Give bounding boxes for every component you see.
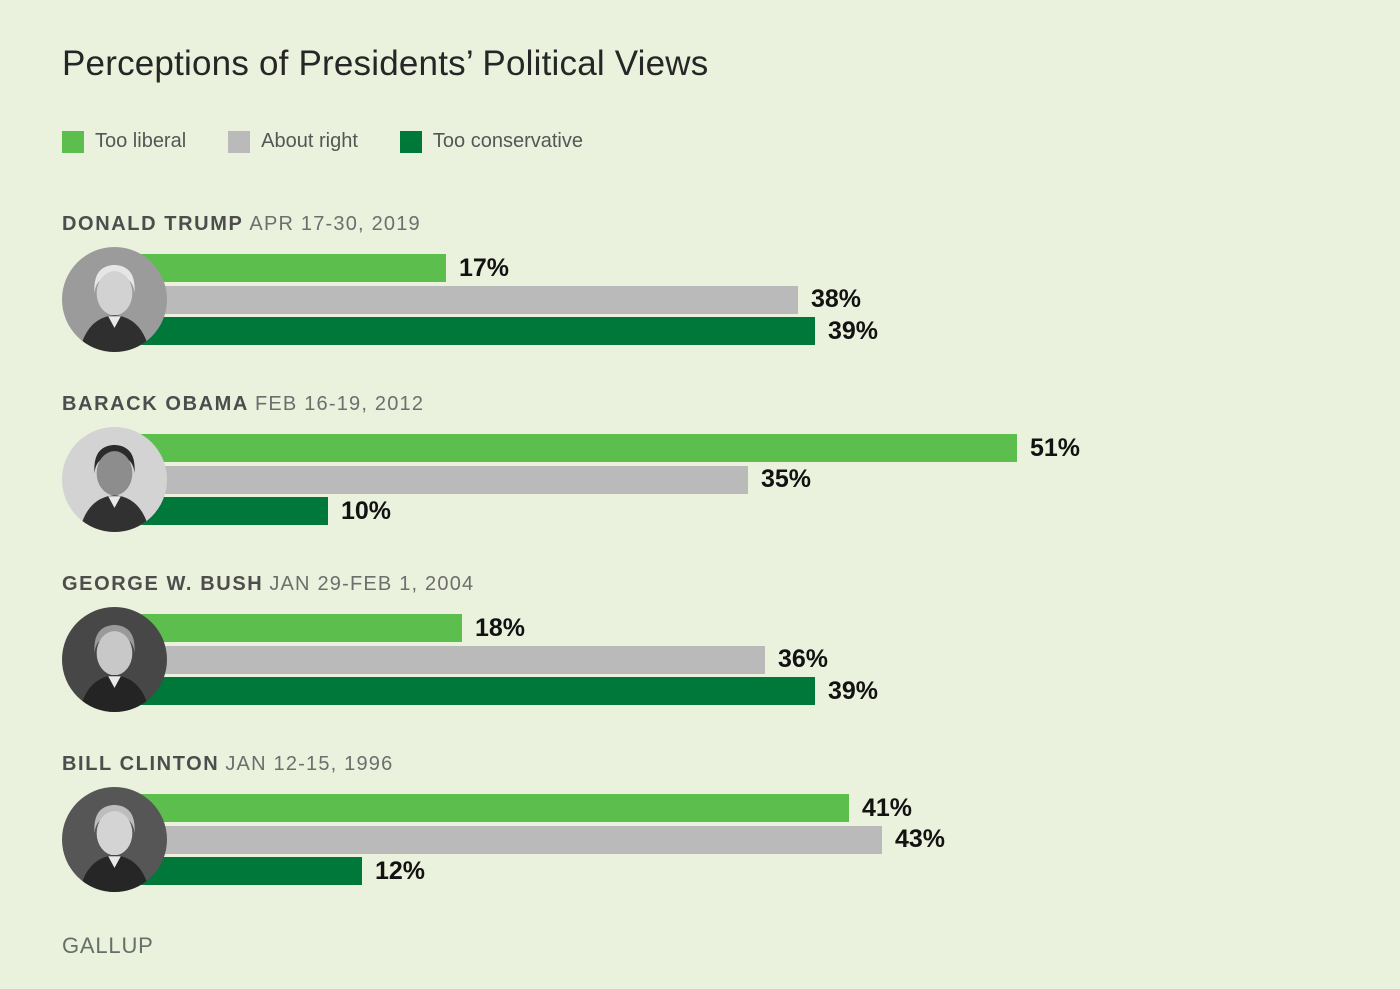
bar-value-label: 10% <box>341 496 392 525</box>
chart-title: Perceptions of Presidents’ Political Vie… <box>62 44 709 83</box>
bar-group: 18% 36% 39% <box>62 607 1338 712</box>
bar-row-too-liberal: 18% <box>112 614 1338 642</box>
poll-date: APR 17-30, 2019 <box>249 213 421 235</box>
president-heading: BARACK OBAMA FEB 16-19, 2012 <box>62 393 1338 416</box>
bars: 51% 35% 10% <box>112 434 1338 525</box>
bar-row-about-right: 38% <box>112 285 1338 314</box>
bar-row-about-right: 35% <box>112 465 1338 494</box>
bar-row-too-conservative: 39% <box>112 317 1338 345</box>
bar-value-label: 43% <box>895 825 946 853</box>
legend: Too liberal About right Too conservative <box>62 130 1338 153</box>
bar-group: 41% 43% 12% <box>62 787 1338 892</box>
bars: 41% 43% 12% <box>112 794 1338 885</box>
bar-group: 51% 35% 10% <box>62 427 1338 532</box>
poll-date: JAN 29-FEB 1, 2004 <box>269 573 475 595</box>
legend-swatch-too-conservative <box>399 130 422 153</box>
barack-obama-portrait <box>62 427 167 532</box>
president-section-2: GEORGE W. BUSH JAN 29-FEB 1, 2004 18% 36% 3… <box>62 573 1338 712</box>
bar <box>112 677 815 705</box>
poll-date: JAN 12-15, 1996 <box>225 753 394 775</box>
bar-row-about-right: 43% <box>112 825 1338 854</box>
bar-value-label: 36% <box>778 645 829 673</box>
bill-clinton-portrait <box>62 787 167 892</box>
bar-row-too-conservative: 10% <box>112 497 1338 525</box>
legend-swatch-too-liberal <box>62 130 84 153</box>
bar-row-too-conservative: 39% <box>112 677 1338 705</box>
legend-item-about-right: About right <box>228 130 358 153</box>
bar-row-too-liberal: 51% <box>112 434 1338 462</box>
bar-value-label: 39% <box>828 316 879 345</box>
president-sections: DONALD TRUMP APR 17-30, 2019 17% 38% 39% BA… <box>62 213 1338 892</box>
bars: 17% 38% 39% <box>112 254 1338 345</box>
george-w-bush-portrait <box>62 607 167 712</box>
bar-value-label: 51% <box>1030 433 1081 462</box>
president-section-0: DONALD TRUMP APR 17-30, 2019 17% 38% 39% <box>62 213 1338 352</box>
bar <box>112 645 765 674</box>
bar-value-label: 12% <box>375 856 426 885</box>
bar-row-too-conservative: 12% <box>112 857 1338 885</box>
bar <box>112 465 748 494</box>
bar-value-label: 18% <box>475 613 526 642</box>
legend-label-too-conservative: Too conservative <box>432 130 583 152</box>
bar <box>112 825 882 854</box>
source-label: GALLUP <box>62 933 154 958</box>
bar-value-label: 41% <box>862 793 913 822</box>
legend-label-about-right: About right <box>261 130 358 152</box>
legend-item-too-liberal: Too liberal <box>62 130 186 153</box>
bar <box>112 434 1017 462</box>
bar <box>112 794 849 822</box>
president-name: BARACK OBAMA <box>62 393 249 415</box>
bar-row-too-liberal: 41% <box>112 794 1338 822</box>
donald-trump-portrait <box>62 247 167 352</box>
bar-row-too-liberal: 17% <box>112 254 1338 282</box>
president-heading: GEORGE W. BUSH JAN 29-FEB 1, 2004 <box>62 573 1338 596</box>
bar-value-label: 17% <box>459 253 510 282</box>
bar-value-label: 38% <box>811 285 862 313</box>
president-heading: DONALD TRUMP APR 17-30, 2019 <box>62 213 1338 236</box>
president-section-1: BARACK OBAMA FEB 16-19, 2012 51% 35% 10% <box>62 393 1338 532</box>
bar-value-label: 35% <box>761 465 812 493</box>
bar-row-about-right: 36% <box>112 645 1338 674</box>
president-section-3: BILL CLINTON JAN 12-15, 1996 41% 43% 12% <box>62 753 1338 892</box>
bar-group: 17% 38% 39% <box>62 247 1338 352</box>
bars: 18% 36% 39% <box>112 614 1338 705</box>
president-heading: BILL CLINTON JAN 12-15, 1996 <box>62 753 1338 776</box>
president-name: BILL CLINTON <box>62 753 220 775</box>
poll-date: FEB 16-19, 2012 <box>254 393 425 415</box>
legend-item-too-conservative: Too conservative <box>399 130 583 153</box>
legend-label-too-liberal: Too liberal <box>95 130 187 152</box>
bar <box>112 317 815 345</box>
bar <box>112 285 798 314</box>
bar-value-label: 39% <box>828 676 879 705</box>
president-name: GEORGE W. BUSH <box>62 573 264 595</box>
bar <box>112 614 462 642</box>
bar <box>112 254 446 282</box>
legend-swatch-about-right <box>228 130 251 153</box>
president-name: DONALD TRUMP <box>62 213 244 235</box>
